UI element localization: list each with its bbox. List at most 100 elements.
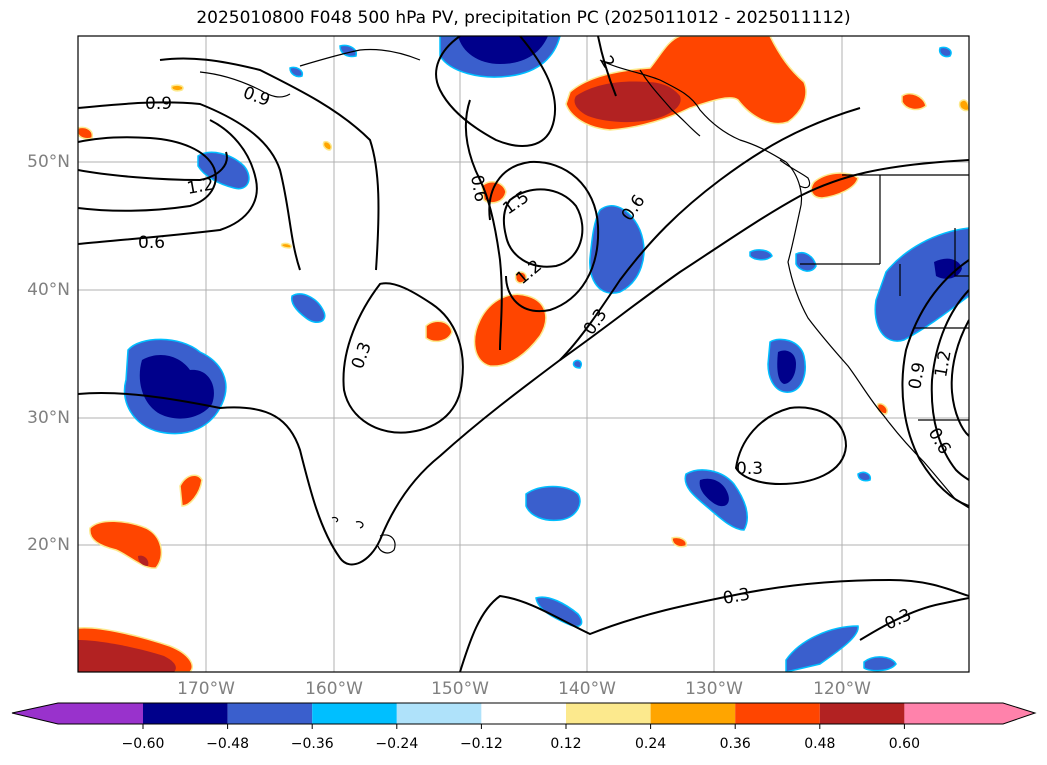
contour-label: 0.6 [138,233,165,253]
precip-neg-small-1 [749,249,773,261]
lon-label: 140°W [558,679,616,699]
colorbar-segment [312,703,397,724]
precip-negative [123,36,969,672]
colorbar-segment [650,703,736,724]
contour-label: 0.3 [882,605,915,635]
colorbar-tick-label: −0.12 [459,736,503,752]
colorbar-tick-label: 0.48 [804,736,836,752]
precip-pos-small-5 [322,140,333,151]
contour-label: 1.2 [185,175,215,199]
pv-contour-0.6-right [559,107,861,361]
colorbar-tick-label: 0.12 [550,736,582,752]
colorbar-tick-label: −0.60 [121,736,165,752]
colorbar-outline [11,702,1037,725]
precip-neg-center [589,205,645,294]
contour-label: 0.9 [145,94,172,114]
colorbar-extend-high [1003,703,1035,724]
precip-pos-center-small-2 [425,320,453,343]
colorbar-segment [735,703,820,724]
contour-label: 0.6 [466,173,490,203]
pv-contour-0.3-se [734,406,848,486]
coast-north-america [599,59,969,509]
precip-pos-sw [89,520,163,569]
precip-pos-small-7 [958,99,969,112]
colorbar-segment [396,703,482,724]
colorbar-segment [566,703,651,724]
pv-contour-1.2-mid [488,160,600,313]
lon-label: 120°W [813,679,871,699]
pv-contour-1.2-left [78,151,228,182]
precip-pos-small-4 [280,242,293,249]
precip-pos-center-small-3 [514,271,528,284]
colorbar-extend-low [12,703,58,724]
precip-pos-small-6 [170,84,184,92]
colorbar-segment [819,703,905,724]
precip-pos-mid [179,474,203,507]
colorbar-tick-label: 0.60 [888,736,920,752]
pv-contour-0.6-mid [464,99,503,351]
contour-label: 0.3 [736,459,763,479]
colorbar-tick-label: 0.36 [719,736,751,752]
pv-contour-coast-3 [950,319,969,437]
precip-pos-ne-2 [901,92,927,111]
colorbar-segment [227,703,313,724]
precip-positive [78,36,969,672]
precip-pos-gulf-core [574,81,681,123]
gridlines [78,36,969,672]
colorbar-segment [58,703,143,724]
precip-pos-ne [810,172,859,199]
colorbar-segment [143,703,228,724]
contour-label: 0.6 [924,425,955,458]
contour-label: 0.9 [240,83,272,111]
map-frame [77,35,970,673]
lat-label: 20°N [27,535,70,555]
colorbar-tick-label: −0.36 [290,736,334,752]
pv-contours [78,36,969,672]
precip-neg-south-2 [535,596,583,628]
coast-hawaii [331,516,396,554]
pv-contour-0.9-loop [78,136,217,212]
pv-contour-coast-2 [930,289,969,481]
lat-label: 50°N [27,152,70,172]
precip-neg-se-2 [863,656,897,672]
lon-label: 160°W [305,679,363,699]
precip-neg-east-2-core [699,478,729,507]
pv-contour-coast-1 [901,259,969,507]
precip-neg-small-3 [289,66,304,78]
precip-neg-small-6 [938,46,952,58]
contour-label: 0.3 [580,305,612,339]
pv-contour-2 [597,36,617,97]
contour-label: 0.3 [721,585,751,609]
lon-label: 130°W [685,679,743,699]
contour-label: 1.2 [512,256,546,289]
coast-vancouver [779,159,811,189]
pv-contour-top-loop [435,36,557,147]
colorbar-segment [904,703,1003,724]
colorbar-tick-label: −0.24 [375,736,419,752]
precip-neg-small-2 [857,471,872,482]
lon-label: 170°W [177,679,235,699]
pv-contour-0.3-nw [159,57,380,271]
coastlines [199,48,969,554]
precip-neg-coast [874,227,969,342]
lat-label: 30°N [27,408,70,428]
coast-alaska-islands [199,48,421,98]
precip-neg-small-5 [572,359,583,369]
precip-neg-east-1-core [777,350,796,384]
pv-contour-0.6-left [78,119,258,245]
pv-contour-1.5 [502,188,584,268]
pv-contour-0.9-top [78,101,301,271]
precip-pos-small-1 [78,126,94,140]
colorbar-segment [481,703,566,724]
precip-pos-sw-bottom-core [78,640,176,672]
map-title: 2025010800 F048 500 hPa PV, precipitatio… [196,8,851,28]
precip-pos-small-2 [671,536,688,548]
colorbar-tick-label: 0.24 [635,736,667,752]
pv-contour-0.3-loop [342,282,464,434]
precip-neg-south-1 [525,485,581,522]
contour-label: 1.2 [931,349,955,379]
map-panel: 0.9 0.9 1.2 0.6 0.6 1.5 1.2 0.6 0.3 0.3 … [77,35,970,673]
border-states [800,175,969,329]
colorbar [11,702,1037,729]
precip-pos-center [473,293,547,367]
